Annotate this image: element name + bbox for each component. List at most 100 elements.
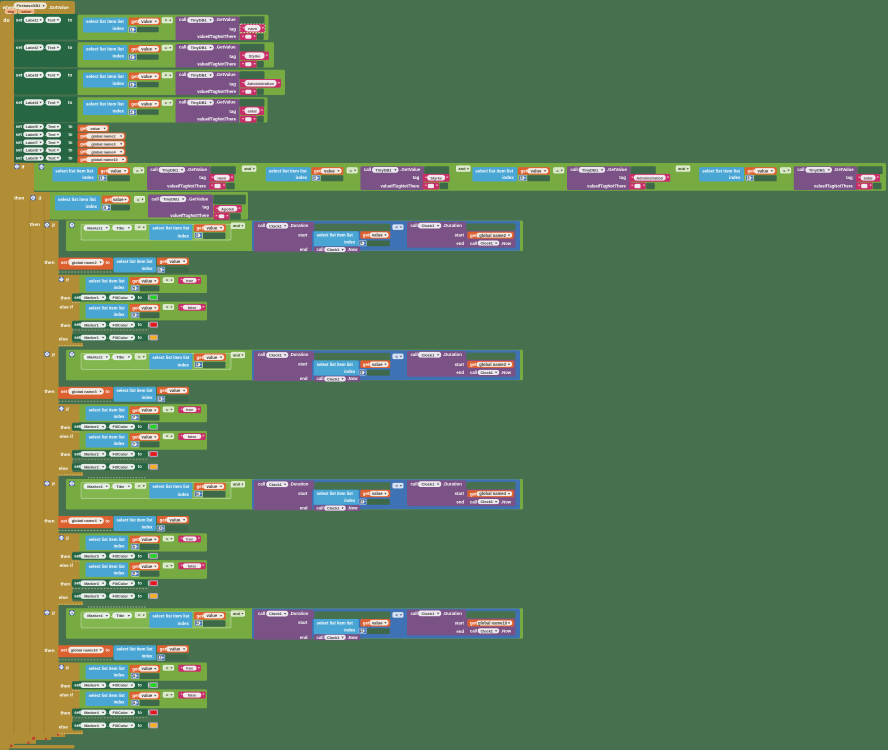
svg-text:value: value xyxy=(142,537,153,542)
svg-text:index: index xyxy=(344,498,356,503)
svg-text:.Now: .Now xyxy=(348,506,359,511)
svg-text:navn: navn xyxy=(217,176,227,180)
svg-text:index: index xyxy=(502,175,514,180)
svg-text:to: to xyxy=(69,140,73,145)
svg-text:call: call xyxy=(258,352,265,357)
svg-text:to: to xyxy=(106,389,110,394)
svg-text:“: “ xyxy=(181,278,183,283)
svg-text:select list item list: select list item list xyxy=(89,537,126,542)
svg-text:start: start xyxy=(455,620,465,625)
svg-text:FillColor: FillColor xyxy=(112,465,128,469)
svg-text:FillColor: FillColor xyxy=(112,711,128,715)
svg-text:start: start xyxy=(298,232,308,237)
svg-text:value: value xyxy=(372,620,383,625)
svg-text:get: get xyxy=(132,693,139,698)
svg-text:11: 11 xyxy=(132,701,136,705)
svg-text:get: get xyxy=(160,388,167,393)
svg-text:”: ” xyxy=(198,278,200,283)
svg-text:index: index xyxy=(142,654,154,659)
svg-text:10: 10 xyxy=(196,492,200,496)
svg-text:tag: tag xyxy=(413,175,420,180)
svg-text:get: get xyxy=(101,169,108,174)
svg-text:”: ” xyxy=(667,175,669,180)
svg-text:“: “ xyxy=(631,184,633,189)
svg-text:call: call xyxy=(470,629,477,634)
svg-text:then: then xyxy=(61,711,71,716)
svg-text:get: get xyxy=(132,564,139,569)
svg-text:get: get xyxy=(132,666,139,671)
svg-text:Clock1: Clock1 xyxy=(480,242,492,246)
svg-text:valueIfTagNotThere: valueIfTagNotThere xyxy=(814,184,853,189)
svg-text:index: index xyxy=(114,673,126,678)
svg-text:FillColor: FillColor xyxy=(112,296,128,300)
svg-text:get: get xyxy=(363,491,370,496)
svg-text:”: ” xyxy=(238,206,240,211)
svg-text:=: = xyxy=(136,168,139,173)
svg-text:“: “ xyxy=(181,537,183,542)
svg-text:.: . xyxy=(111,355,112,360)
svg-text:value: value xyxy=(206,613,217,618)
svg-text:get: get xyxy=(80,149,87,154)
svg-text:index: index xyxy=(86,204,98,209)
svg-text:Marker3: Marker3 xyxy=(87,484,103,489)
svg-text:valueIfTagNotThere: valueIfTagNotThere xyxy=(197,62,236,67)
svg-text:to: to xyxy=(138,295,142,300)
svg-text:value: value xyxy=(206,355,217,360)
svg-text:“: “ xyxy=(242,117,244,122)
svg-text:call: call xyxy=(411,482,418,487)
svg-text:end: end xyxy=(456,629,464,634)
svg-text:=: = xyxy=(165,100,168,105)
svg-text:set: set xyxy=(16,73,23,78)
svg-text:”: ” xyxy=(226,214,228,219)
svg-text:value: value xyxy=(142,666,153,671)
svg-text:call: call xyxy=(179,100,186,105)
svg-text:.Duration: .Duration xyxy=(443,223,462,228)
svg-text:to: to xyxy=(138,553,142,558)
svg-text:Clock1: Clock1 xyxy=(269,482,283,487)
svg-text:Styrke: Styrke xyxy=(430,176,442,180)
svg-text:valueIfTagNotThere: valueIfTagNotThere xyxy=(170,213,209,218)
svg-text:Label2: Label2 xyxy=(26,45,39,50)
svg-text:value: value xyxy=(142,435,153,440)
svg-text:index: index xyxy=(114,285,126,290)
svg-text:to: to xyxy=(138,710,142,715)
svg-text:call: call xyxy=(258,611,265,616)
svg-text:.Now: .Now xyxy=(501,499,512,504)
svg-text:true: true xyxy=(186,667,193,671)
svg-text:value: value xyxy=(141,19,152,24)
svg-text:Text: Text xyxy=(48,156,56,160)
svg-text:Marker3: Marker3 xyxy=(84,582,99,586)
svg-text:Marker4: Marker4 xyxy=(84,684,99,688)
svg-text:TinyDB1: TinyDB1 xyxy=(163,197,180,202)
svg-text:”: ” xyxy=(643,184,645,189)
svg-text:“: “ xyxy=(242,89,244,94)
svg-text:tag: tag xyxy=(8,9,14,14)
svg-text:10: 10 xyxy=(158,526,162,530)
svg-text:select list item list: select list item list xyxy=(269,169,307,174)
svg-text:Marker1: Marker1 xyxy=(87,225,103,230)
svg-text:”: ” xyxy=(870,184,872,189)
svg-text:get: get xyxy=(132,537,139,542)
svg-text:Clock1: Clock1 xyxy=(480,371,492,375)
svg-text:get: get xyxy=(80,126,87,131)
svg-text:to: to xyxy=(138,581,142,586)
svg-text:antal: antal xyxy=(248,109,257,113)
svg-text:get: get xyxy=(197,484,204,489)
svg-text:Marker1: Marker1 xyxy=(84,296,99,300)
svg-text:.GetValue: .GetValue xyxy=(187,167,208,172)
svg-text:call: call xyxy=(470,370,477,375)
svg-text:to: to xyxy=(69,148,73,153)
svg-text:if: if xyxy=(66,665,69,670)
svg-text:set: set xyxy=(74,594,81,599)
svg-text:Text: Text xyxy=(48,149,56,153)
svg-text:index: index xyxy=(114,543,126,548)
svg-text:5: 5 xyxy=(133,312,136,317)
svg-text:“: “ xyxy=(216,214,218,219)
svg-text:global name2: global name2 xyxy=(479,233,506,238)
svg-text:index: index xyxy=(142,524,154,529)
svg-text:index: index xyxy=(114,414,126,419)
svg-text:index: index xyxy=(113,81,125,86)
svg-text:Marker4: Marker4 xyxy=(87,613,103,618)
svg-text:Title: Title xyxy=(116,355,125,360)
svg-text:index: index xyxy=(114,570,126,575)
